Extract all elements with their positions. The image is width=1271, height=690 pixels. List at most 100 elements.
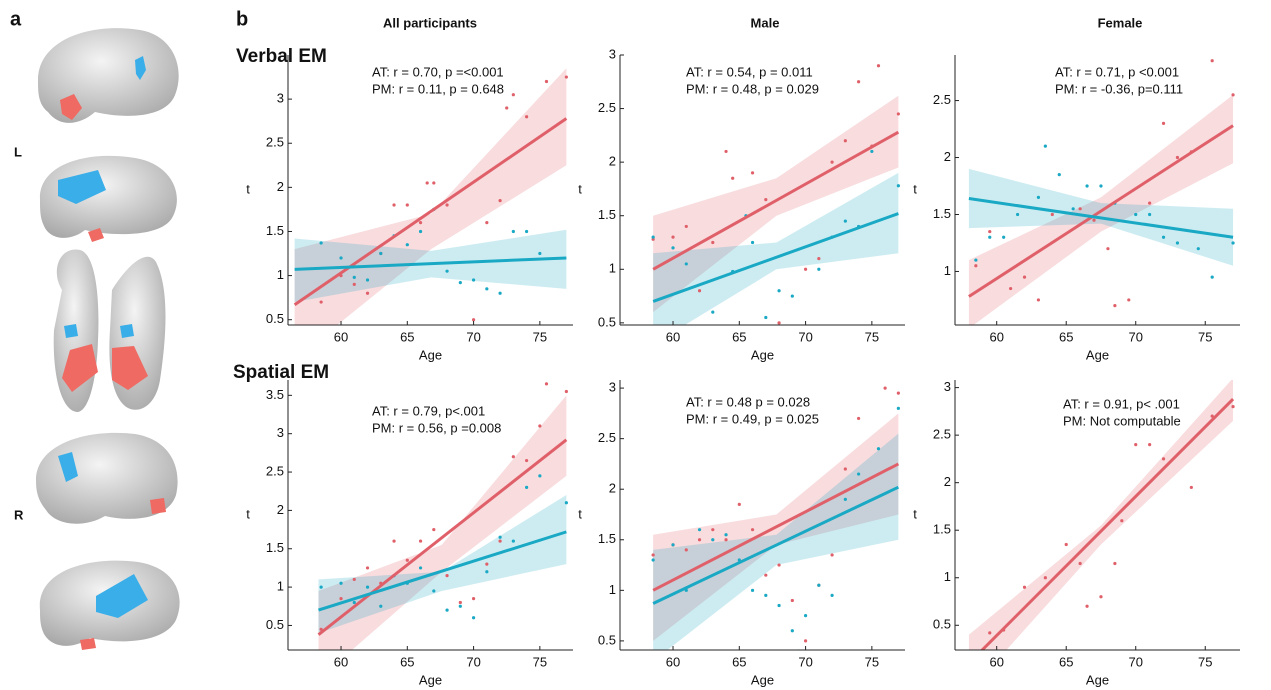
y-tick-label: 1	[609, 582, 616, 597]
data-point	[538, 474, 542, 478]
x-tick-label: 65	[732, 329, 746, 344]
y-tick-label: 3	[277, 91, 284, 106]
data-point	[883, 386, 887, 390]
data-point	[876, 64, 881, 68]
data-point	[790, 294, 794, 298]
x-axis-label: Age	[419, 347, 442, 362]
data-point	[974, 258, 978, 262]
fit-line	[294, 256, 567, 271]
x-tick-label: 75	[1198, 329, 1212, 344]
data-point	[339, 597, 343, 601]
data-point	[418, 221, 423, 225]
plot-area	[293, 68, 568, 325]
annotation: AT: r = 0.48 p = 0.028	[686, 394, 810, 409]
data-point	[498, 535, 502, 539]
data-point	[432, 527, 436, 532]
x-tick-label: 65	[400, 654, 414, 669]
data-point	[764, 573, 768, 577]
data-point	[365, 566, 370, 570]
data-point	[843, 467, 847, 471]
y-tick-label: 1	[277, 579, 284, 594]
annotation: PM: r = 0.49, p = 0.025	[686, 411, 819, 426]
data-point	[750, 588, 755, 592]
data-point	[1169, 376, 1172, 379]
data-point	[1009, 286, 1013, 291]
y-tick-label: 3	[609, 46, 616, 61]
data-point	[697, 528, 702, 532]
data-point	[525, 229, 529, 234]
data-point	[471, 278, 476, 282]
x-tick-label: 75	[1198, 654, 1212, 669]
y-tick-label: 1	[944, 569, 951, 584]
confidence-band	[653, 172, 899, 325]
data-point	[777, 603, 781, 608]
data-point	[418, 566, 423, 570]
y-tick-label: 2	[944, 474, 951, 489]
y-axis-label: t	[913, 506, 917, 521]
plot-area	[651, 376, 900, 650]
data-point	[365, 278, 370, 282]
annotation: AT: r = 0.54, p = 0.011	[686, 64, 813, 79]
data-point	[764, 593, 768, 597]
data-point	[544, 79, 549, 84]
x-axis-label: Age	[419, 672, 442, 687]
y-tick-label: 2.5	[598, 100, 616, 115]
fit-line	[317, 438, 568, 636]
y-tick-label: 2	[609, 481, 616, 496]
data-point	[1196, 247, 1200, 251]
data-point	[365, 585, 370, 589]
data-point	[445, 269, 449, 273]
y-tick-label: 1.5	[266, 223, 284, 238]
data-point	[319, 241, 323, 245]
row-title: Verbal EM	[236, 46, 327, 67]
y-tick-label: 1.5	[598, 207, 616, 222]
data-point	[817, 256, 821, 261]
y-tick-label: 2.5	[598, 430, 616, 445]
data-point	[803, 614, 808, 618]
y-tick-label: 2.5	[933, 427, 951, 442]
data-point	[1148, 201, 1152, 205]
plot-area	[968, 376, 1235, 650]
x-axis-label: Age	[1086, 347, 1109, 362]
data-point	[830, 553, 834, 557]
data-point	[511, 93, 515, 97]
data-point	[1148, 212, 1152, 217]
data-point	[352, 275, 356, 279]
x-tick-label: 60	[334, 654, 348, 669]
y-tick-label: 0.5	[933, 617, 951, 632]
data-point	[1127, 298, 1131, 302]
x-tick-label: 70	[466, 654, 480, 669]
data-point	[1064, 542, 1068, 547]
data-point	[471, 616, 476, 620]
data-point	[485, 570, 489, 574]
data-point	[711, 538, 715, 542]
confidence-band	[653, 95, 899, 313]
data-point	[803, 267, 808, 271]
annotation: AT: r = 0.79, p<.001	[372, 403, 485, 418]
data-point	[974, 264, 978, 268]
data-point	[352, 282, 356, 287]
data-point	[896, 184, 900, 188]
y-tick-label: 1	[277, 267, 284, 282]
column-title: All participants	[383, 15, 477, 30]
y-axis-label: t	[913, 181, 917, 196]
y-axis-label: t	[246, 181, 250, 196]
data-point	[790, 629, 794, 633]
data-point	[511, 539, 515, 543]
data-point	[1231, 93, 1235, 97]
data-point	[864, 376, 867, 379]
data-point	[1148, 443, 1152, 447]
x-tick-label: 65	[1059, 654, 1073, 669]
y-tick-label: 1.5	[933, 522, 951, 537]
confidence-band	[318, 495, 567, 634]
y-tick-label: 2	[277, 179, 284, 194]
data-point	[511, 229, 515, 234]
data-point	[671, 235, 675, 239]
data-point	[505, 106, 509, 110]
data-point	[843, 139, 847, 143]
data-point	[485, 562, 489, 566]
annotation: AT: r = 0.91, p< .001	[1063, 396, 1180, 411]
data-point	[896, 112, 900, 116]
fit-line	[980, 397, 1235, 650]
hemisphere-label: R	[14, 507, 24, 522]
